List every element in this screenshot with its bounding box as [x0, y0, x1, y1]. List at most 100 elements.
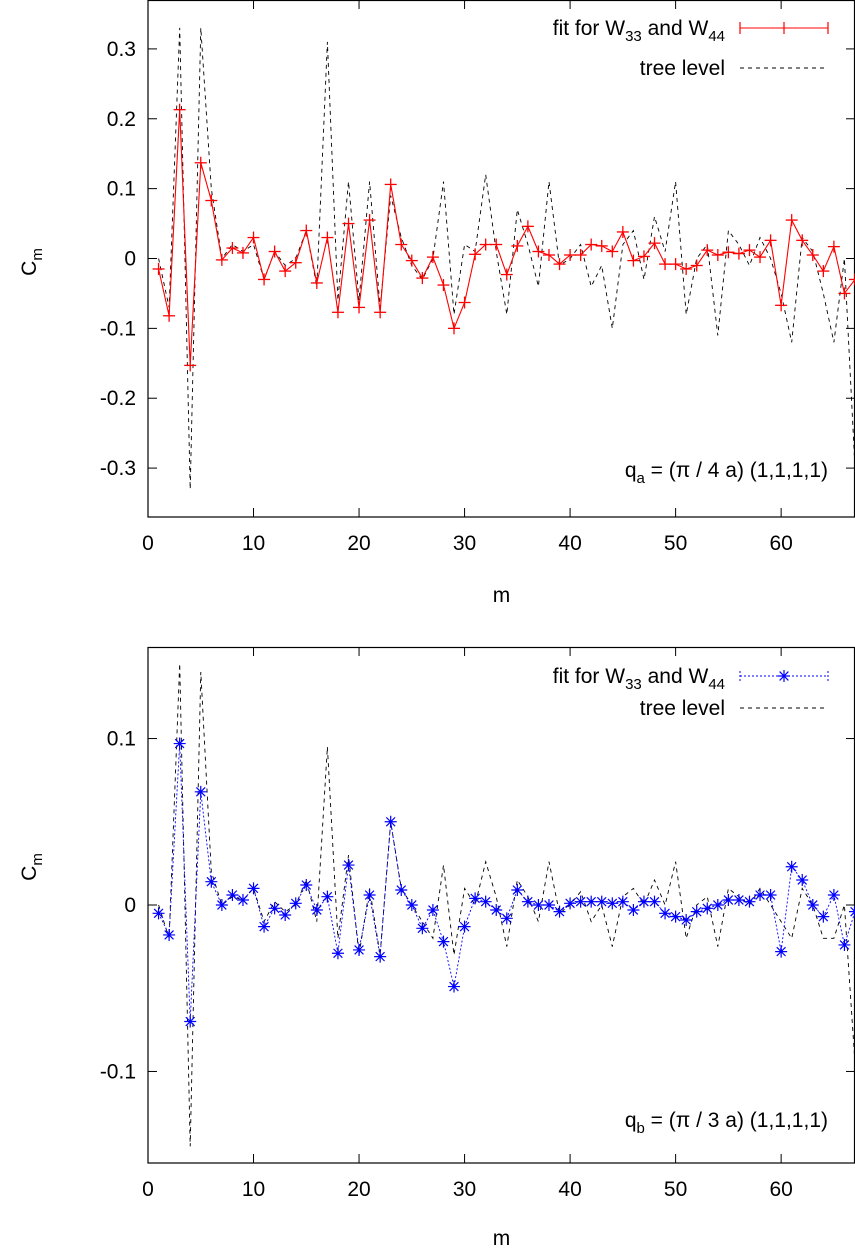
x-tick-label: 10: [242, 1178, 265, 1201]
data-point: [310, 903, 323, 916]
data-point: [574, 895, 587, 908]
data-point: [511, 884, 524, 897]
data-point: [796, 874, 809, 887]
data-point: [690, 905, 703, 918]
data-point: [701, 902, 714, 915]
annotation: qa = (π / 4 a) (1,1,1,1): [625, 459, 828, 487]
data-point: [817, 910, 830, 923]
y-tick-label: -0.2: [100, 387, 136, 410]
tree-level-line: [158, 663, 855, 1147]
x-tick-label: 0: [142, 532, 154, 555]
data-point: [416, 922, 429, 935]
y-tick-label: 0.2: [107, 108, 136, 131]
data-point: [363, 889, 376, 902]
y-tick-label: 0.3: [107, 38, 136, 61]
x-tick-label: 10: [242, 532, 265, 555]
data-point: [553, 905, 566, 918]
data-point: [521, 895, 534, 908]
data-point: [785, 860, 798, 873]
data-point: [437, 935, 450, 948]
y-tick-label: 0.1: [107, 728, 136, 751]
y-tick-label: 0: [124, 248, 136, 271]
data-point: [331, 947, 344, 960]
y-axis-label: Cm: [18, 248, 46, 276]
data-point: [754, 889, 767, 902]
fit-line: [158, 743, 855, 1022]
data-point: [258, 920, 271, 933]
data-point: [669, 910, 682, 923]
legend-marker: [778, 670, 790, 682]
tree-level-line: [158, 27, 855, 490]
x-tick-label: 60: [769, 532, 792, 555]
data-point: [637, 895, 650, 908]
y-axis-label: Cm: [18, 853, 46, 881]
x-tick-label: 20: [347, 1178, 370, 1201]
data-point: [173, 737, 186, 750]
series-tree-level: [158, 663, 855, 1147]
x-axis-label: m: [493, 1227, 511, 1250]
data-point: [542, 899, 555, 911]
data-point: [215, 899, 228, 911]
data-point: [384, 815, 397, 828]
data-point: [152, 907, 165, 920]
data-point: [648, 895, 661, 908]
fit-line: [158, 109, 855, 366]
data-point: [764, 889, 777, 902]
data-point: [279, 908, 292, 921]
data-point: [342, 859, 355, 872]
x-tick-label: 20: [347, 532, 370, 555]
data-point: [743, 895, 756, 908]
data-point: [659, 907, 672, 920]
x-tick-label: 30: [453, 532, 476, 555]
data-point: [606, 897, 619, 910]
data-point: [300, 879, 313, 892]
data-point: [680, 913, 693, 926]
legend: fit for W33 and W44 tree level: [553, 665, 829, 720]
data-point: [806, 899, 819, 911]
data-point: [775, 945, 788, 958]
y-tick-label: 0: [124, 894, 136, 917]
legend-label-fit: fit for W33 and W44: [553, 17, 725, 45]
data-point: [469, 892, 482, 905]
data-point: [711, 899, 724, 911]
legend-label-tree: tree level: [640, 697, 725, 720]
chart-2: 0 10 20 30 40 50 60 -0.1 0 0.1 m Cm fit for W33 and …: [18, 646, 855, 1250]
data-point: [236, 894, 249, 907]
series-fit: [152, 737, 855, 1028]
data-point: [405, 899, 418, 911]
data-point: [247, 882, 260, 895]
data-point: [321, 890, 334, 903]
data-point: [226, 889, 239, 902]
legend: fit for W33 and W44 tree level: [553, 17, 829, 80]
data-point: [289, 897, 302, 910]
series-fit: [152, 103, 855, 372]
data-point: [827, 889, 840, 902]
legend-label-fit: fit for W33 and W44: [553, 665, 725, 693]
x-tick-label: 50: [664, 532, 687, 555]
x-axis-label: m: [493, 584, 511, 607]
data-point: [194, 785, 207, 798]
y-tick-label: -0.1: [100, 317, 136, 340]
data-point: [448, 980, 461, 993]
data-point: [627, 903, 640, 916]
x-tick-label: 30: [453, 1178, 476, 1201]
y-tick-label: 0.1: [107, 178, 136, 201]
y-tick-label: -0.1: [100, 1060, 136, 1083]
data-point: [532, 899, 545, 911]
data-point: [268, 902, 281, 915]
annotation: qb = (π / 3 a) (1,1,1,1): [625, 1109, 828, 1137]
data-point: [205, 875, 218, 888]
data-point: [353, 943, 366, 956]
data-point: [585, 895, 598, 908]
y-tick-label: -0.3: [100, 457, 136, 480]
series-tree-level: [158, 27, 855, 490]
data-point: [838, 938, 851, 951]
x-tick-label: 50: [664, 1178, 687, 1201]
data-point: [395, 884, 408, 897]
data-point: [616, 895, 629, 908]
data-point: [163, 928, 176, 941]
data-point: [458, 920, 471, 933]
x-tick-label: 0: [142, 1178, 154, 1201]
data-point: [722, 894, 735, 907]
